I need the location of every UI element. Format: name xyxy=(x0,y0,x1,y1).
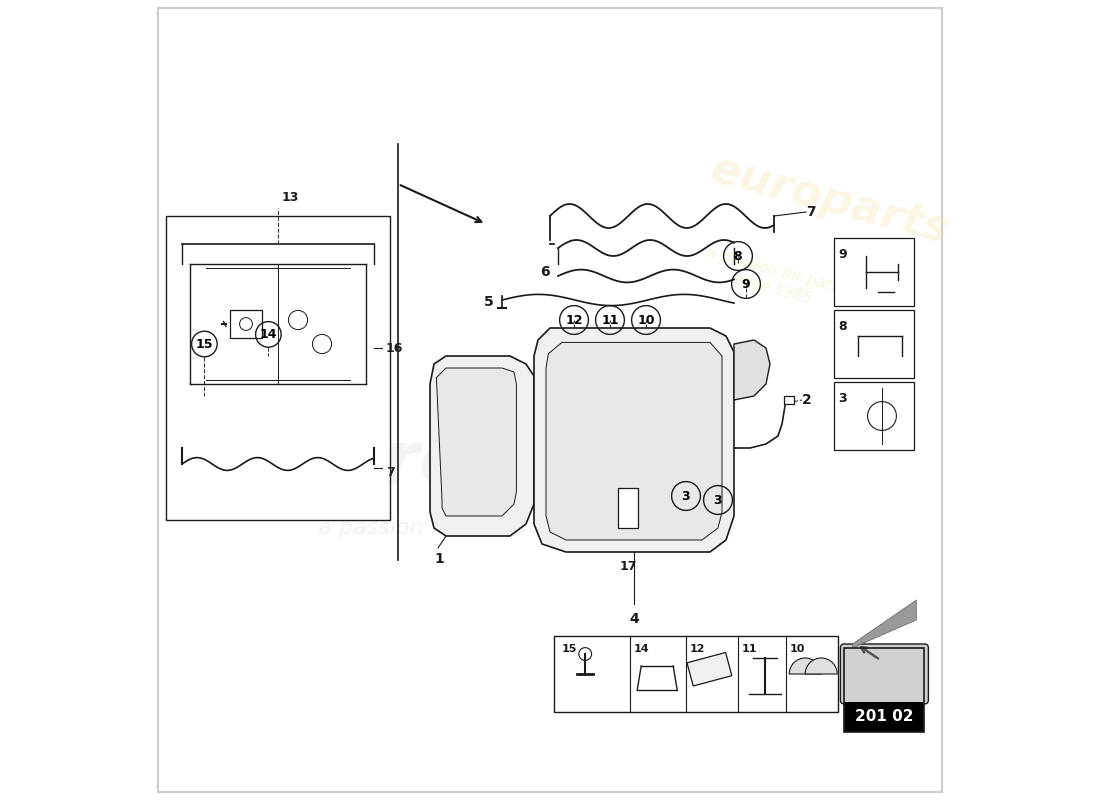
Text: 14: 14 xyxy=(634,644,649,654)
Wedge shape xyxy=(789,658,822,674)
FancyBboxPatch shape xyxy=(834,382,914,450)
Text: europarts: europarts xyxy=(278,427,693,501)
Bar xyxy=(230,310,262,338)
Text: a passion for parts since 1985: a passion for parts since 1985 xyxy=(318,518,654,538)
FancyBboxPatch shape xyxy=(166,216,390,520)
FancyBboxPatch shape xyxy=(834,310,914,378)
Text: 10: 10 xyxy=(637,314,654,326)
FancyBboxPatch shape xyxy=(834,238,914,306)
Bar xyxy=(618,488,638,528)
Text: 5: 5 xyxy=(484,294,494,309)
Text: 9: 9 xyxy=(838,248,847,261)
Polygon shape xyxy=(437,368,516,516)
Text: 201 02: 201 02 xyxy=(855,710,914,724)
Text: 11: 11 xyxy=(602,314,618,326)
Text: 7: 7 xyxy=(806,205,815,219)
FancyBboxPatch shape xyxy=(840,644,928,704)
Text: 2: 2 xyxy=(802,393,812,407)
Polygon shape xyxy=(852,600,916,648)
Bar xyxy=(784,396,794,404)
Text: 15: 15 xyxy=(561,644,576,654)
Bar xyxy=(845,702,924,732)
Text: 8: 8 xyxy=(734,250,742,262)
Wedge shape xyxy=(805,658,837,674)
Polygon shape xyxy=(534,328,734,552)
Text: 14: 14 xyxy=(260,328,277,341)
Bar xyxy=(845,648,924,732)
Text: 9: 9 xyxy=(741,278,750,290)
Text: 13: 13 xyxy=(282,191,299,204)
Text: 16: 16 xyxy=(386,342,404,354)
Text: 10: 10 xyxy=(789,644,804,654)
Polygon shape xyxy=(430,356,534,536)
Text: europarts: europarts xyxy=(705,147,955,253)
Text: 12: 12 xyxy=(690,644,705,654)
Text: 6: 6 xyxy=(540,265,550,279)
Text: 15: 15 xyxy=(196,338,213,350)
Text: a passion for parts
since 1985: a passion for parts since 1985 xyxy=(701,246,847,314)
Text: 3: 3 xyxy=(838,392,847,405)
Text: 1: 1 xyxy=(434,552,443,566)
Text: 4: 4 xyxy=(629,612,639,626)
Bar xyxy=(554,636,838,712)
Text: 3: 3 xyxy=(682,490,691,502)
Text: 12: 12 xyxy=(565,314,583,326)
Text: 11: 11 xyxy=(741,644,757,654)
Polygon shape xyxy=(734,340,770,400)
Polygon shape xyxy=(546,342,722,540)
Text: 17: 17 xyxy=(619,560,637,573)
Text: 3: 3 xyxy=(714,494,723,506)
Bar xyxy=(688,653,732,686)
Text: 7: 7 xyxy=(386,466,395,478)
Text: 8: 8 xyxy=(838,320,847,333)
